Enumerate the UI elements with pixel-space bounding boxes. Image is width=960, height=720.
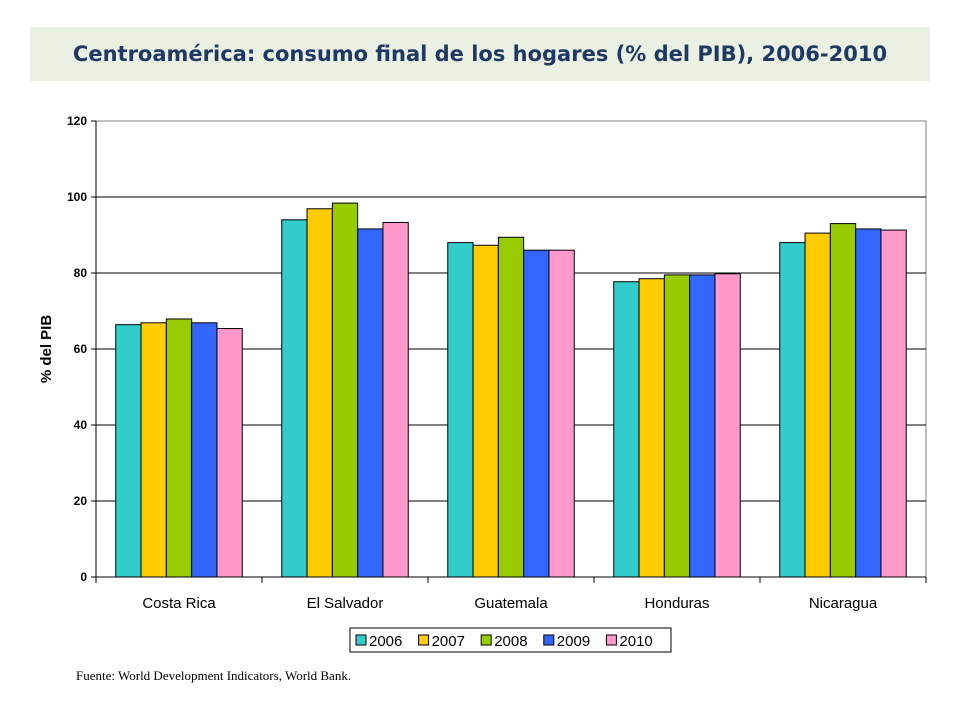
y-tick-label: 100 [67, 190, 87, 204]
x-tick-label: Guatemala [474, 595, 548, 612]
bar-honduras-2007 [638, 278, 665, 578]
bar-guatemala-2007 [472, 244, 499, 578]
x-tick-label: Costa Rica [142, 595, 216, 612]
bar-costa-rica-2006 [115, 324, 142, 578]
bar-costa-rica-2010 [216, 327, 243, 578]
bar-nicaragua-2010 [880, 229, 907, 578]
bar-el-salvador-2007 [306, 208, 333, 578]
bar-costa-rica-2009 [191, 322, 218, 578]
y-tick-label: 80 [74, 266, 88, 280]
y-tick-label: 0 [80, 570, 87, 584]
y-tick-label: 60 [74, 342, 88, 356]
y-axis: 0 20 40 60 80 100 120 [67, 114, 97, 584]
y-tick-label: 40 [74, 418, 88, 432]
bar-honduras-2009 [689, 274, 716, 578]
legend-label-2006: 2006 [369, 633, 402, 650]
legend-label-2008: 2008 [494, 633, 527, 650]
bar-nicaragua-2009 [855, 228, 882, 578]
bar-honduras-2010 [714, 273, 741, 578]
x-tick-label: Nicaragua [809, 595, 878, 612]
bar-honduras-2006 [613, 281, 640, 578]
legend-swatch-2007 [418, 634, 430, 646]
legend-label-2007: 2007 [432, 633, 465, 650]
y-tick-label: 120 [67, 114, 87, 128]
y-axis-label: % del PIB [38, 315, 55, 384]
legend-swatch-2009 [543, 634, 555, 646]
legend-swatch-2008 [480, 634, 492, 646]
legend-label-2009: 2009 [557, 633, 590, 650]
bars [115, 202, 907, 578]
x-tick-label: El Salvador [307, 595, 384, 612]
chart-title: Centroamérica: consumo final de los hoga… [72, 42, 888, 66]
legend-label-2010: 2010 [619, 633, 652, 650]
legend: 2006 2007 2008 2009 2010 [349, 627, 672, 653]
y-tick-label: 20 [74, 494, 88, 508]
bar-guatemala-2010 [548, 249, 575, 578]
bar-el-salvador-2010 [382, 221, 409, 578]
title-band: Centroamérica: consumo final de los hoga… [30, 27, 930, 81]
bar-costa-rica-2007 [140, 322, 167, 578]
bar-nicaragua-2008 [829, 223, 857, 578]
legend-box [349, 627, 672, 653]
bar-guatemala-2008 [497, 236, 525, 578]
bar-el-salvador-2009 [357, 228, 384, 578]
bar-el-salvador-2006 [281, 219, 308, 578]
bar-nicaragua-2007 [804, 232, 831, 578]
bar-costa-rica-2008 [165, 318, 193, 578]
x-axis: Costa Rica El Salvador Guatemala Honduras Ni… [95, 576, 927, 612]
bar-honduras-2008 [663, 274, 691, 578]
bar-guatemala-2009 [523, 249, 550, 578]
x-tick-label: Honduras [644, 595, 709, 612]
bar-nicaragua-2006 [779, 242, 806, 578]
bar-guatemala-2006 [447, 242, 474, 578]
legend-swatch-2010 [605, 634, 617, 646]
legend-swatch-2006 [355, 634, 367, 646]
source-note: Fuente: World Development Indicators, Wo… [76, 668, 352, 683]
bar-el-salvador-2008 [331, 202, 359, 578]
